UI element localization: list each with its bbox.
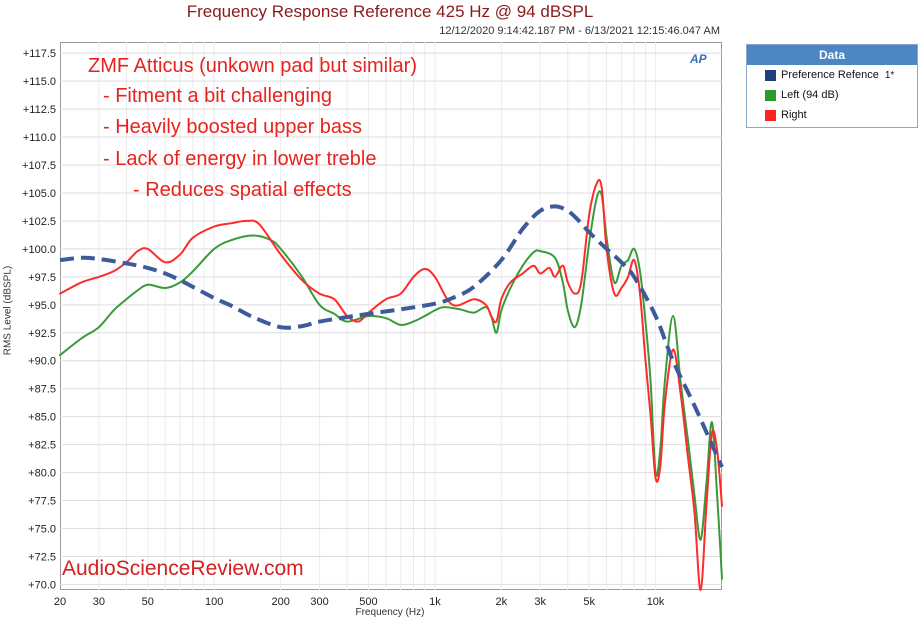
x-tick-label: 1k (429, 596, 441, 608)
legend-title: Data (747, 45, 917, 65)
annotation-line: - Lack of energy in lower treble (103, 148, 377, 170)
y-tick-label: +110.0 (23, 132, 56, 144)
legend: Data Preference Refence 1* Left (94 dB) … (746, 44, 918, 128)
x-tick-label: 100 (205, 596, 223, 608)
y-tick-label: +92.5 (28, 328, 56, 340)
y-axis-label: RMS Level (dBSPL) (2, 265, 14, 356)
y-tick-label: +75.0 (28, 523, 56, 535)
x-tick-label: 50 (142, 596, 154, 608)
legend-swatch (765, 109, 776, 121)
y-tick-label: +85.0 (28, 412, 56, 424)
y-tick-label: +112.5 (23, 104, 56, 116)
x-tick-label: 20 (54, 596, 66, 608)
y-tick-label: +97.5 (28, 272, 56, 284)
x-tick-label: 500 (359, 596, 377, 608)
series-line-preference-refence (59, 204, 724, 468)
annotation-line: - Heavily boosted upper bass (103, 116, 363, 138)
legend-label: Preference Refence (781, 69, 879, 81)
y-tick-label: +117.5 (23, 48, 56, 60)
legend-label: Right (781, 109, 807, 121)
y-tick-label: +100.0 (22, 244, 56, 256)
annotation-line: - Reduces spatial effects (133, 179, 352, 201)
y-tick-label: +102.5 (22, 216, 56, 228)
y-tick-label: +95.0 (28, 300, 56, 312)
legend-label: Left (94 dB) (781, 89, 839, 101)
y-tick-label: +72.5 (28, 551, 56, 563)
series-lines (59, 178, 724, 592)
y-tick-label: +115.0 (23, 76, 56, 88)
legend-entry[interactable]: Right (747, 105, 917, 125)
chart-title: Frequency Response Reference 425 Hz @ 94… (186, 2, 594, 21)
y-tick-label: +90.0 (28, 356, 56, 368)
x-tick-label: 300 (310, 596, 328, 608)
x-tick-label: 2k (496, 596, 508, 608)
date-range: 12/12/2020 9:14:42.187 PM - 6/13/2021 12… (439, 25, 720, 37)
x-tick-label: 3k (534, 596, 546, 608)
y-tick-label: +82.5 (28, 440, 56, 452)
series-line-right (59, 178, 723, 592)
series-line-left-94-db (59, 190, 723, 580)
ap-logo: AP (690, 52, 707, 66)
legend-swatch (765, 69, 776, 81)
y-tick-label: +70.0 (28, 579, 56, 591)
annotation-heading: ZMF Atticus (unkown pad but similar) (88, 55, 417, 77)
x-tick-labels: 20 30 50 100 200 300 500 1k 2k 3k 5k 10k (54, 596, 665, 608)
y-tick-label: +107.5 (22, 160, 56, 172)
x-tick-label: 200 (271, 596, 289, 608)
x-axis-label: Frequency (Hz) (355, 607, 425, 618)
legend-swatch (765, 89, 776, 101)
legend-extra: 1* (884, 69, 895, 81)
grid-lines (60, 42, 722, 590)
annotation-line: - Fitment a bit challenging (103, 85, 333, 107)
x-tick-label: 10k (647, 596, 665, 608)
x-tick-label: 5k (583, 596, 595, 608)
x-tick-label: 30 (93, 596, 105, 608)
legend-entry[interactable]: Preference Refence 1* (747, 65, 917, 85)
y-tick-label: +77.5 (28, 496, 56, 508)
y-tick-labels: +117.5 +115.0 +112.5 +110.0 +107.5 +105.0 +102… (22, 48, 56, 591)
legend-entry[interactable]: Left (94 dB) (747, 85, 917, 105)
y-tick-label: +105.0 (22, 188, 56, 200)
plot-area (60, 42, 722, 590)
y-tick-label: +80.0 (28, 468, 56, 480)
y-tick-label: +87.5 (28, 384, 56, 396)
watermark: AudioScienceReview.com (62, 557, 304, 580)
